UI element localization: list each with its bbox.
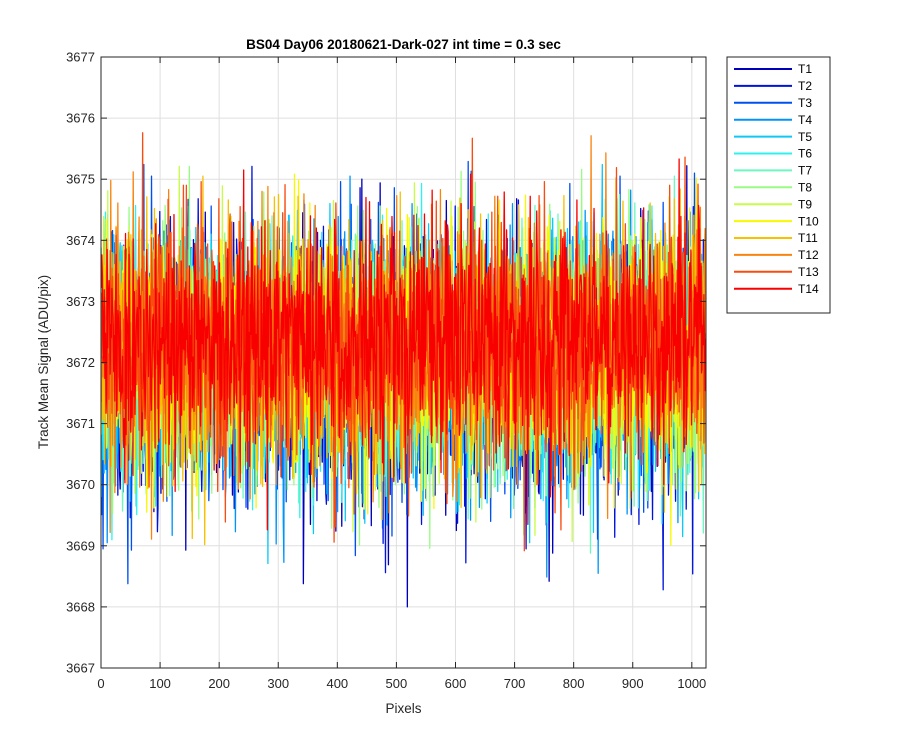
x-tick-label: 200 bbox=[208, 676, 230, 691]
legend-item-t2[interactable]: T2 bbox=[734, 79, 812, 93]
legend-item-t6[interactable]: T6 bbox=[734, 147, 812, 161]
y-tick-label: 3668 bbox=[66, 599, 95, 614]
legend-item-t12[interactable]: T12 bbox=[734, 248, 819, 262]
x-tick-label: 800 bbox=[563, 676, 585, 691]
legend-item-t10[interactable]: T10 bbox=[734, 214, 819, 228]
y-tick-label: 3672 bbox=[66, 355, 95, 370]
y-tick-label: 3677 bbox=[66, 50, 95, 65]
legend-label: T10 bbox=[798, 214, 819, 228]
x-tick-label: 400 bbox=[326, 676, 348, 691]
y-axis-label: Track Mean Signal (ADU/pix) bbox=[36, 275, 51, 449]
x-tick-label: 600 bbox=[445, 676, 467, 691]
legend-label: T5 bbox=[798, 130, 812, 144]
series-lines bbox=[101, 132, 706, 608]
x-tick-label: 900 bbox=[622, 676, 644, 691]
legend-label: T6 bbox=[798, 147, 812, 161]
legend-item-t7[interactable]: T7 bbox=[734, 164, 812, 178]
y-tick-label: 3675 bbox=[66, 172, 95, 187]
legend-label: T11 bbox=[798, 231, 818, 245]
legend-label: T9 bbox=[798, 197, 812, 211]
legend-label: T3 bbox=[798, 96, 812, 110]
series-line-t13 bbox=[101, 132, 706, 552]
x-tick-label: 700 bbox=[504, 676, 526, 691]
x-axis-label: Pixels bbox=[385, 701, 421, 716]
chart-title: BS04 Day06 20180621-Dark-027 int time = … bbox=[246, 37, 561, 52]
x-tick-label: 100 bbox=[149, 676, 171, 691]
legend-label: T7 bbox=[798, 164, 812, 178]
y-tick-label: 3674 bbox=[66, 233, 95, 248]
legend-label: T8 bbox=[798, 181, 812, 195]
series-line-t14 bbox=[101, 158, 706, 531]
x-tick-label: 500 bbox=[386, 676, 408, 691]
legend-box bbox=[726, 56, 831, 314]
legend-item-t3[interactable]: T3 bbox=[734, 96, 812, 110]
axis-ticks: 0 100 200 300 400 500 600 700 800 900 1000 3667 3668… bbox=[66, 50, 706, 692]
legend-item-t8[interactable]: T8 bbox=[734, 181, 812, 195]
legend-label: T13 bbox=[798, 265, 819, 279]
legend-item-t14[interactable]: T14 bbox=[734, 282, 819, 296]
legend-label: T1 bbox=[798, 62, 812, 76]
legend-label: T14 bbox=[798, 282, 819, 296]
legend-item-t5[interactable]: T5 bbox=[734, 130, 812, 144]
legend-item-t9[interactable]: T9 bbox=[734, 197, 812, 211]
y-tick-label: 3671 bbox=[66, 416, 95, 431]
legend-label: T2 bbox=[798, 79, 812, 93]
x-tick-label: 0 bbox=[97, 676, 104, 691]
y-tick-label: 3670 bbox=[66, 477, 95, 492]
legend-label: T12 bbox=[798, 248, 819, 262]
y-tick-label: 3667 bbox=[66, 661, 95, 676]
legend[interactable]: T1 T2 T3 T4 T5 T6 T7 T8 T9 T10 T11 T12 T13 T14 bbox=[726, 56, 831, 314]
x-tick-label: 300 bbox=[267, 676, 289, 691]
y-tick-label: 3673 bbox=[66, 294, 95, 309]
legend-label: T4 bbox=[798, 113, 812, 127]
legend-item-t11[interactable]: T11 bbox=[734, 231, 818, 245]
legend-item-t13[interactable]: T13 bbox=[734, 265, 819, 279]
y-tick-label: 3669 bbox=[66, 538, 95, 553]
x-tick-label: 1000 bbox=[677, 676, 706, 691]
legend-item-t4[interactable]: T4 bbox=[734, 113, 812, 127]
y-tick-label: 3676 bbox=[66, 111, 95, 126]
legend-item-t1[interactable]: T1 bbox=[734, 62, 812, 76]
